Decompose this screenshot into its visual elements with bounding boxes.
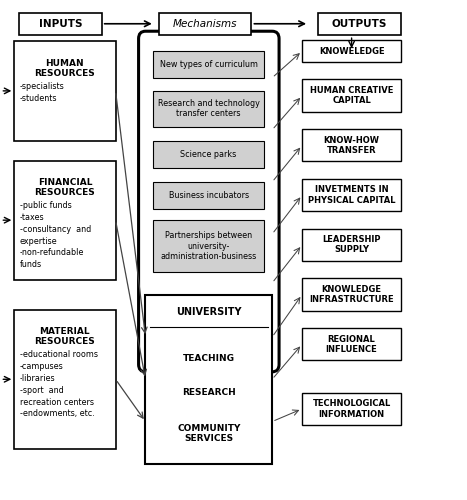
Bar xyxy=(153,182,264,209)
Bar xyxy=(302,80,401,112)
Text: Partnerships between
university-
administration-business: Partnerships between university- adminis… xyxy=(161,232,257,261)
Text: Science parks: Science parks xyxy=(180,150,237,159)
Text: UNIVERSITY: UNIVERSITY xyxy=(176,307,241,317)
Text: Business incubators: Business incubators xyxy=(169,191,248,200)
Text: LEADERSHIP
SUPPLY: LEADERSHIP SUPPLY xyxy=(322,235,381,255)
Text: INVETMENTS IN
PHYSICAL CAPITAL: INVETMENTS IN PHYSICAL CAPITAL xyxy=(308,186,396,205)
Bar xyxy=(14,41,115,140)
Bar xyxy=(302,40,401,62)
Bar xyxy=(302,278,401,310)
Text: COMMUNITY
SERVICES: COMMUNITY SERVICES xyxy=(177,424,241,443)
Bar xyxy=(159,12,251,35)
Text: KNOWLEDGE
INFRASTRUCTURE: KNOWLEDGE INFRASTRUCTURE xyxy=(309,285,394,304)
Text: HUMAN CREATIVE
CAPITAL: HUMAN CREATIVE CAPITAL xyxy=(310,86,393,106)
Bar xyxy=(14,310,115,449)
Text: FINANCIAL
RESOURCES: FINANCIAL RESOURCES xyxy=(35,178,95,198)
Text: TEACHING: TEACHING xyxy=(183,354,235,364)
Text: OUTPUTS: OUTPUTS xyxy=(332,19,387,29)
Bar xyxy=(318,12,401,35)
Bar xyxy=(14,160,115,280)
Text: -public funds
-taxes
-consultancy  and
expertise
-non-refundable
funds: -public funds -taxes -consultancy and ex… xyxy=(20,202,91,270)
Text: Mechanisms: Mechanisms xyxy=(173,19,238,29)
Text: New types of curriculum: New types of curriculum xyxy=(160,60,258,70)
Bar xyxy=(153,220,264,272)
Bar xyxy=(146,294,272,464)
Bar xyxy=(19,12,102,35)
Bar xyxy=(302,328,401,360)
Bar xyxy=(302,129,401,162)
Bar xyxy=(302,228,401,261)
Text: RESEARCH: RESEARCH xyxy=(182,388,236,398)
Text: KNOWELEDGE: KNOWELEDGE xyxy=(319,46,384,56)
Bar xyxy=(302,179,401,211)
Text: -specialists
-students: -specialists -students xyxy=(20,82,64,102)
Text: -educational rooms
-campuses
-libraries
-sport  and
recreation centers
-endowmen: -educational rooms -campuses -libraries … xyxy=(20,350,98,418)
Text: HUMAN
RESOURCES: HUMAN RESOURCES xyxy=(35,58,95,78)
Bar xyxy=(153,140,264,168)
Bar xyxy=(153,51,264,78)
Text: Research and technology
transfer centers: Research and technology transfer centers xyxy=(158,99,260,118)
Text: REGIONAL
INFLUENCE: REGIONAL INFLUENCE xyxy=(326,334,377,354)
Text: MATERIAL
RESOURCES: MATERIAL RESOURCES xyxy=(35,327,95,346)
FancyBboxPatch shape xyxy=(139,31,279,372)
Bar xyxy=(153,91,264,126)
Text: KNOW-HOW
TRANSFER: KNOW-HOW TRANSFER xyxy=(324,136,380,155)
Text: TECHNOLOGICAL
INFORMATION: TECHNOLOGICAL INFORMATION xyxy=(312,399,391,418)
Text: INPUTS: INPUTS xyxy=(39,19,82,29)
Bar xyxy=(302,392,401,425)
